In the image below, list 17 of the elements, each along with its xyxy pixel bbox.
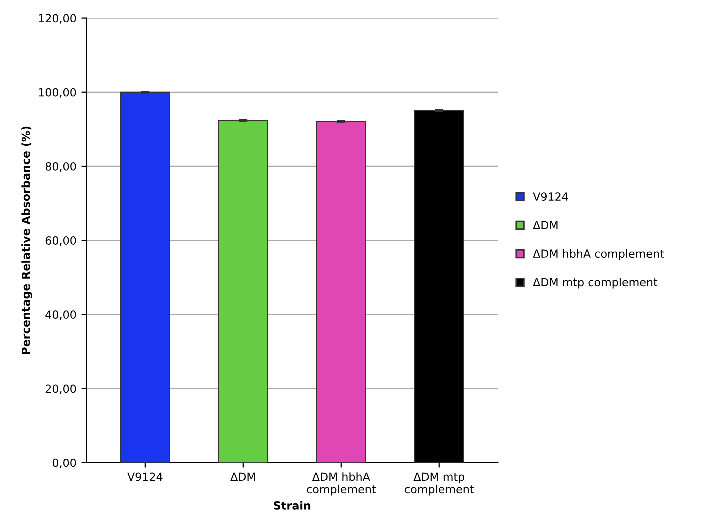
y-tick-label: 0,00 [52, 458, 76, 468]
x-tick-label: V9124 [128, 472, 163, 482]
y-tick-label: 100,00 [39, 88, 76, 98]
y-axis-title: Percentage Relative Absorbance (%) [22, 126, 32, 354]
y-tick-label: 80,00 [46, 162, 76, 172]
x-tick-label: ΔDM [230, 472, 256, 482]
y-tick-label: 120,00 [39, 14, 76, 24]
legend-label: V9124 [533, 192, 568, 202]
y-tick-label: 60,00 [46, 236, 76, 246]
y-tick-label: 40,00 [46, 310, 76, 320]
x-tick-label: ΔDM hbhA complement [307, 472, 376, 496]
x-tick-label: ΔDM mtp complement [405, 472, 474, 496]
legend-label: ΔDM hbhA complement [533, 249, 664, 260]
y-tick-label: 20,00 [46, 384, 76, 394]
x-axis-title: Strain [274, 501, 311, 510]
legend-label: ΔDM mtp complement [533, 278, 658, 289]
legend-label: ΔDM [533, 221, 558, 230]
